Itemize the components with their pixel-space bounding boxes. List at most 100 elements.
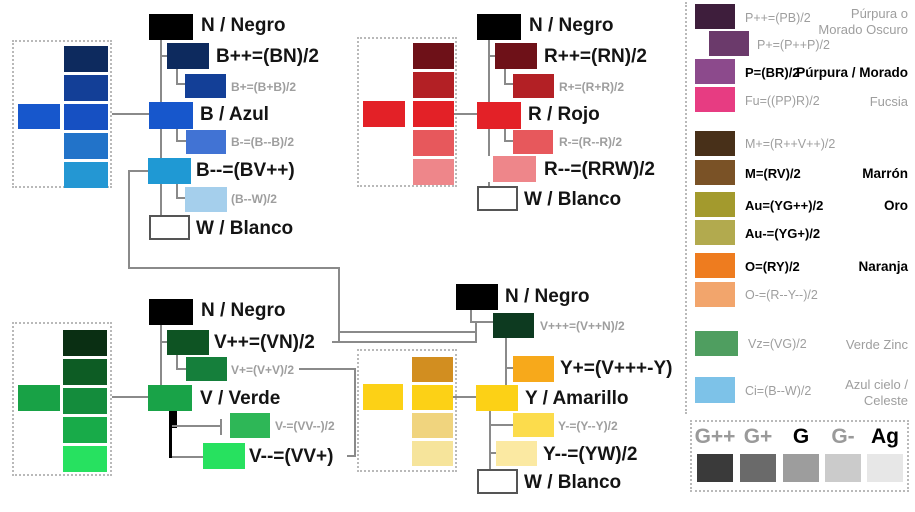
label-v-plusplusplus: V+++=(V++N)/2: [540, 319, 625, 333]
red-column-swatch: [413, 130, 454, 156]
swatch-r-minusminus: [493, 156, 536, 182]
green-column-swatch: [63, 446, 107, 472]
yellow-column-swatch: [412, 357, 453, 382]
legend-name-o: Naranja: [858, 259, 908, 274]
legend-name-m: Marrón: [862, 166, 908, 181]
swatch-r-plus: [513, 74, 554, 98]
swatch-family-box-blue: [12, 40, 112, 188]
yellow-side-swatch: [363, 384, 403, 410]
label-n-negro-green: N / Negro: [201, 300, 286, 321]
swatch-y-amarillo: [476, 385, 518, 411]
green-side-swatch: [18, 385, 60, 411]
label-v-verde: V / Verde: [200, 388, 281, 409]
cross-connector-line: [338, 331, 477, 333]
swatch-v-plus: [186, 357, 227, 381]
connector-line: [160, 184, 162, 215]
connector-line: [505, 367, 513, 369]
label-b-plus: B+=(B+B)/2: [231, 80, 297, 94]
label-b-azul: B / Azul: [200, 104, 269, 125]
legend-formula-p: P=(BR)/2: [745, 65, 800, 80]
swatch-w-blanco-blue: [149, 215, 190, 240]
cross-connector-line: [128, 267, 340, 269]
connector-line: [176, 197, 185, 199]
connector-line: [160, 341, 167, 343]
swatch-n-negro-blue: [149, 14, 193, 40]
label-v-plusplus: V++=(VN)/2: [214, 332, 315, 353]
connector-line-black: [169, 411, 172, 458]
green-column-swatch: [63, 388, 107, 414]
green-column-swatch: [63, 417, 107, 443]
swatch-b-plus: [185, 74, 226, 98]
legend-formula-p-plusplus: P++=(PB)/2: [745, 11, 811, 25]
label-v-minusminus: V--=(VV+): [249, 446, 334, 467]
blue-column-swatch: [64, 133, 108, 159]
legend-name-fu: Fucsia: [869, 94, 908, 109]
yellow-column-swatch: [412, 385, 453, 410]
label-b-plusplus: B++=(BN)/2: [216, 46, 319, 67]
label-n-negro-red: N / Negro: [529, 15, 614, 36]
connector-line: [470, 321, 493, 323]
connector-line: [504, 69, 506, 85]
legend-name-p-plusplus: Púrpura o Morado Oscuro: [818, 6, 908, 37]
connector-line: [504, 83, 513, 85]
swatch-b-minus: [186, 130, 226, 154]
legend-name-ci: Azul cielo / Celeste: [845, 377, 908, 408]
grayscale-swatch-gplus: [740, 454, 776, 482]
connector-line: [160, 55, 167, 57]
grayscale-label-gminus: G-: [831, 425, 855, 448]
legend-swatch-m-plus: [695, 131, 735, 156]
label-r-plusplus: R++=(RN)/2: [544, 46, 647, 67]
cross-connector-line: [354, 368, 356, 457]
connector-line: [453, 396, 476, 398]
legend-formula-p-plus: P+=(P++P)/2: [757, 38, 830, 52]
legend-formula-m-plus: M+=(R++V++)/2: [745, 137, 836, 151]
swatch-b-minusminus: [148, 158, 191, 184]
grayscale-swatch-ag: [867, 454, 903, 482]
grayscale-label-ag: Ag: [871, 425, 899, 448]
connector-line: [176, 69, 178, 85]
connector-line: [172, 425, 221, 427]
label-y-minus: Y-=(Y--Y)/2: [558, 419, 618, 433]
connector-line: [489, 452, 496, 454]
label-v-plus: V+=(V+V)/2: [231, 363, 295, 377]
label-y-minusminus: Y--=(YW)/2: [543, 444, 638, 465]
label-n-negro-blue: N / Negro: [201, 15, 286, 36]
connector-line: [220, 419, 222, 435]
connector-line: [160, 129, 162, 158]
swatch-v-plusplusplus: [493, 313, 534, 338]
connector-line: [488, 129, 490, 156]
connector-line: [504, 129, 506, 141]
blue-column-swatch: [64, 46, 108, 72]
connector-line: [488, 55, 495, 57]
legend-formula-vz: Vz=(VG)/2: [748, 337, 807, 351]
swatch-v-verde: [148, 385, 192, 411]
swatch-y-minusminus: [496, 441, 537, 466]
swatch-r-minus: [513, 130, 553, 154]
connector-line: [470, 310, 472, 322]
yellow-column-swatch: [412, 441, 453, 466]
legend-swatch-ci: [695, 377, 735, 403]
swatch-r-plusplus: [495, 43, 537, 69]
label-w-blanco-red: W / Blanco: [524, 189, 622, 210]
label-r-rojo: R / Rojo: [528, 104, 600, 125]
legend-swatch-p-plus: [709, 31, 749, 56]
swatch-n-negro-green: [149, 299, 193, 325]
legend-swatch-o-minus: [695, 282, 735, 307]
connector-line: [176, 83, 185, 85]
connector-line: [176, 355, 178, 370]
swatch-y-minus: [513, 413, 554, 437]
legend-formula-fu: Fu=((PP)R)/2: [745, 94, 820, 108]
legend-name-au: Oro: [883, 198, 908, 213]
legend-swatch-o: [695, 253, 735, 278]
legend-swatch-p: [695, 59, 735, 84]
cross-connector-line: [338, 267, 340, 343]
swatch-v-plusplus: [167, 330, 209, 355]
label-v-minus: V-=(VV--)/2: [275, 419, 335, 433]
label-y-plus: Y+=(V+++-Y): [560, 358, 673, 379]
green-column-swatch: [63, 359, 107, 385]
red-column-swatch: [413, 72, 454, 98]
swatch-v-minusminus: [203, 443, 245, 469]
cross-connector-line: [332, 341, 477, 343]
red-column-swatch: [413, 101, 454, 127]
